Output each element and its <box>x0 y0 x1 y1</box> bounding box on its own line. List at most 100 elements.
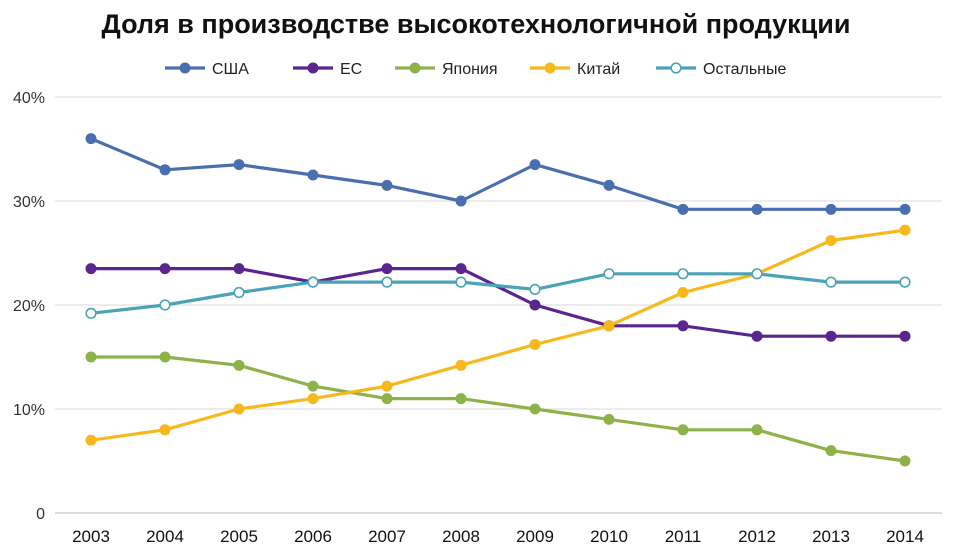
legend-label: США <box>212 61 249 78</box>
data-point <box>529 159 541 171</box>
data-point <box>529 403 541 415</box>
x-tick-label: 2009 <box>516 527 554 546</box>
data-point <box>603 413 615 425</box>
data-point <box>825 203 837 215</box>
data-point <box>159 299 171 311</box>
data-point <box>677 424 689 436</box>
data-point <box>233 263 245 275</box>
data-point <box>825 445 837 457</box>
data-point <box>751 268 763 280</box>
data-point <box>899 330 911 342</box>
legend-label: Китай <box>577 61 620 78</box>
chart-title: Доля в производстве высокотехнологичной … <box>102 9 851 39</box>
x-tick-label: 2006 <box>294 527 332 546</box>
data-point <box>677 203 689 215</box>
legend-marker <box>179 62 191 74</box>
data-point <box>603 179 615 191</box>
x-tick-label: 2011 <box>665 527 702 546</box>
legend-label: ЕС <box>340 61 362 78</box>
data-point <box>603 268 615 280</box>
data-point <box>307 276 319 288</box>
data-point <box>529 339 541 351</box>
data-point <box>85 307 97 319</box>
data-point <box>677 268 689 280</box>
data-point <box>455 359 467 371</box>
legend-item: США <box>165 61 249 78</box>
data-point <box>159 164 171 176</box>
data-point <box>455 263 467 275</box>
legend-marker <box>544 62 556 74</box>
data-point <box>85 351 97 363</box>
y-tick-label: 10% <box>13 402 45 419</box>
x-tick-label: 2008 <box>442 527 480 546</box>
series-0 <box>85 133 911 215</box>
series-line <box>90 272 905 315</box>
data-point <box>603 320 615 332</box>
data-point <box>529 283 541 296</box>
data-point <box>307 380 319 392</box>
legend-marker <box>670 62 682 74</box>
x-tick-label: 2014 <box>886 527 924 546</box>
series-line <box>90 137 905 211</box>
legend-item: Китай <box>530 61 620 78</box>
y-axis: 0 10% 20% 30% 40% <box>13 90 45 523</box>
data-point <box>233 286 245 299</box>
data-point <box>159 424 171 436</box>
series-line <box>90 228 906 442</box>
data-point <box>381 393 393 405</box>
x-tick-label: 2003 <box>72 527 110 546</box>
y-tick-label: 0 <box>36 506 45 523</box>
data-point <box>381 276 393 288</box>
data-point <box>455 276 467 288</box>
data-point <box>159 351 171 363</box>
series-line <box>91 267 905 338</box>
x-axis: 2003 2004 2005 2006 2007 2008 2009 2010 2011 2012… <box>72 527 924 546</box>
legend-item: Остальные <box>656 61 787 78</box>
data-point <box>529 299 541 311</box>
x-tick-label: 2012 <box>738 527 776 546</box>
legend-marker <box>307 62 319 74</box>
x-tick-label: 2005 <box>220 527 258 546</box>
legend: США ЕС Япония Китай Остальные <box>165 61 787 78</box>
data-point <box>899 203 911 215</box>
y-tick-label: 30% <box>13 194 45 211</box>
data-point <box>751 330 763 342</box>
series-4 <box>85 268 911 319</box>
data-point <box>825 235 837 247</box>
series-group <box>85 133 911 467</box>
data-point <box>455 393 467 405</box>
data-point <box>307 169 319 181</box>
data-point <box>751 203 763 215</box>
data-point <box>677 287 689 299</box>
legend-marker <box>409 62 421 74</box>
data-point <box>381 380 393 392</box>
series-1 <box>85 263 911 342</box>
legend-item: Япония <box>395 61 498 78</box>
data-point <box>899 276 911 288</box>
y-tick-label: 20% <box>13 298 45 315</box>
series-2 <box>85 351 911 467</box>
legend-label: Япония <box>442 61 498 78</box>
data-point <box>899 455 911 467</box>
grid <box>55 96 942 514</box>
data-point <box>85 263 97 275</box>
series-line <box>91 355 906 463</box>
data-point <box>381 263 393 275</box>
data-point <box>85 434 97 446</box>
data-point <box>233 403 245 415</box>
data-point <box>233 359 245 371</box>
data-point <box>455 195 467 207</box>
data-point <box>233 159 245 171</box>
data-point <box>307 393 319 405</box>
legend-label: Остальные <box>703 61 787 78</box>
x-tick-label: 2004 <box>146 527 184 546</box>
x-tick-label: 2007 <box>368 527 406 546</box>
x-tick-label: 2010 <box>590 527 628 546</box>
data-point <box>825 276 837 288</box>
legend-item: ЕС <box>293 61 362 78</box>
data-point <box>85 133 97 145</box>
data-point <box>751 424 763 436</box>
data-point <box>677 320 689 332</box>
x-tick-label: 2013 <box>812 527 850 546</box>
data-point <box>159 263 171 275</box>
